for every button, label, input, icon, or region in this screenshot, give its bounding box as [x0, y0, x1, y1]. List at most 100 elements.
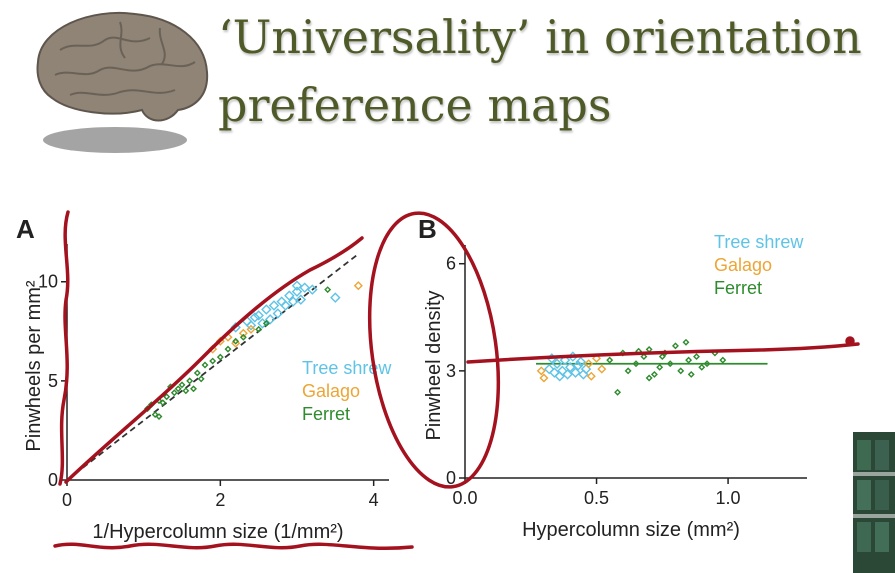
data-point-tree-shrew — [272, 308, 284, 319]
y-tick-label: 10 — [38, 272, 58, 292]
annotation-line-b — [466, 342, 860, 364]
data-point-galago — [539, 373, 549, 383]
y-tick-label: 3 — [446, 361, 456, 381]
data-point-tree-shrew — [253, 310, 264, 321]
data-point-ferret — [193, 369, 201, 377]
data-point-ferret — [178, 381, 186, 389]
y-tick-label: 0 — [48, 470, 58, 490]
data-point-ferret — [174, 385, 182, 393]
data-point-ferret — [239, 333, 247, 341]
bookshelf-photo — [853, 432, 895, 573]
x-tick-label: 2 — [215, 490, 225, 510]
data-point-ferret — [693, 353, 700, 361]
data-point-ferret — [671, 342, 679, 350]
data-point-tree-shrew — [280, 300, 291, 311]
data-point-ferret — [703, 360, 711, 368]
x-axis-label: 1/Hypercolumn size (1/mm²) — [92, 521, 343, 543]
legend-entry-ferret: Ferret — [714, 278, 762, 298]
data-point-ferret — [614, 388, 622, 396]
annotation-stroke-y-axis-a — [58, 210, 70, 486]
data-point-tree-shrew — [257, 318, 268, 329]
data-point-ferret — [645, 374, 653, 382]
y-tick-label: 5 — [48, 371, 58, 391]
data-point-ferret — [197, 375, 205, 383]
data-point-tree-shrew — [564, 362, 576, 373]
data-point-galago — [584, 359, 594, 369]
bookshelf-graphic — [853, 432, 895, 573]
annotation-dot-b — [845, 336, 855, 346]
data-point-ferret — [255, 325, 263, 333]
data-point-tree-shrew — [295, 294, 307, 305]
legend-entry-tree-shrew: Tree shrew — [302, 358, 392, 378]
data-point-ferret — [170, 389, 178, 397]
data-point-galago — [246, 324, 256, 334]
data-point-ferret — [201, 361, 209, 369]
data-point-ferret — [658, 353, 666, 361]
data-point-ferret — [656, 363, 664, 371]
data-point-tree-shrew — [291, 286, 303, 297]
slide-title-line-1: ‘Universality’ in orientation — [218, 10, 862, 64]
y-tick-label: 0 — [446, 468, 456, 488]
data-point-ferret — [159, 399, 167, 407]
data-point-ferret — [232, 337, 240, 345]
data-point-tree-shrew — [261, 304, 272, 315]
legend-entry-galago: Galago — [714, 255, 772, 275]
data-point-tree-shrew — [572, 360, 584, 371]
data-point-tree-shrew — [551, 358, 563, 369]
fit-line — [66, 253, 359, 481]
data-point-ferret — [163, 393, 171, 401]
panel-a-chart: A 0 2 4 0 5 10 1/Hypercolumn size (1/mm²) Pinwhe… — [16, 214, 392, 543]
data-point-tree-shrew — [570, 367, 581, 378]
data-point-ferret — [698, 363, 706, 371]
data-point-galago — [586, 371, 596, 381]
data-point-ferret — [640, 353, 648, 361]
x-tick-label: 1.0 — [716, 488, 741, 508]
data-point-tree-shrew — [264, 314, 276, 325]
data-point-ferret — [209, 357, 217, 365]
panel-letter-a: A — [16, 214, 35, 244]
data-point-tree-shrew — [307, 284, 318, 295]
data-point-galago — [536, 366, 546, 376]
data-point-ferret — [632, 360, 640, 368]
x-axis-label: Hypercolumn size (mm²) — [522, 519, 740, 541]
brain-logo — [36, 12, 209, 153]
panel-letter-b: B — [418, 214, 437, 244]
data-point-tree-shrew — [291, 280, 303, 291]
data-point-tree-shrew — [249, 312, 261, 323]
data-point-tree-shrew — [543, 363, 555, 375]
data-point-ferret — [666, 360, 674, 368]
data-point-ferret — [687, 370, 695, 378]
annotation-circle-b — [367, 211, 501, 489]
data-point-ferret — [677, 367, 685, 375]
data-point-tree-shrew — [575, 356, 586, 368]
x-tick-label: 4 — [369, 490, 379, 510]
annotation-underline-a — [53, 542, 414, 551]
data-point-tree-shrew — [330, 292, 341, 303]
data-point-tree-shrew — [578, 369, 589, 380]
y-axis-label: Pinwheels per mm² — [23, 280, 45, 452]
annotation-curve-a — [64, 236, 364, 484]
data-point-ferret — [155, 413, 163, 421]
data-point-ferret — [190, 385, 197, 393]
data-point-tree-shrew — [284, 290, 295, 301]
data-point-ferret — [182, 387, 190, 395]
data-point-ferret — [685, 356, 693, 364]
legend-entry-galago: Galago — [302, 381, 360, 401]
annotation-layer — [53, 210, 860, 551]
data-point-ferret — [224, 345, 232, 353]
data-point-ferret — [186, 377, 194, 385]
data-point-tree-shrew — [268, 300, 280, 311]
slide-title-line-2: preference maps — [218, 78, 612, 132]
x-tick-label: 0.0 — [452, 488, 477, 508]
data-point-tree-shrew — [549, 367, 560, 378]
legend-entry-tree-shrew: Tree shrew — [714, 232, 804, 252]
legend-entry-ferret: Ferret — [302, 404, 350, 424]
y-axis-label: Pinwheel density — [423, 290, 445, 440]
data-point-galago — [597, 364, 607, 374]
y-tick-label: 6 — [446, 254, 456, 274]
panel-b-chart: B 0.0 0.5 1.0 0 3 6 Hypercolumn size (mm²) Pinwh… — [418, 214, 807, 541]
data-point-ferret — [650, 370, 658, 378]
data-point-ferret — [645, 345, 653, 353]
data-point-ferret — [682, 338, 690, 346]
